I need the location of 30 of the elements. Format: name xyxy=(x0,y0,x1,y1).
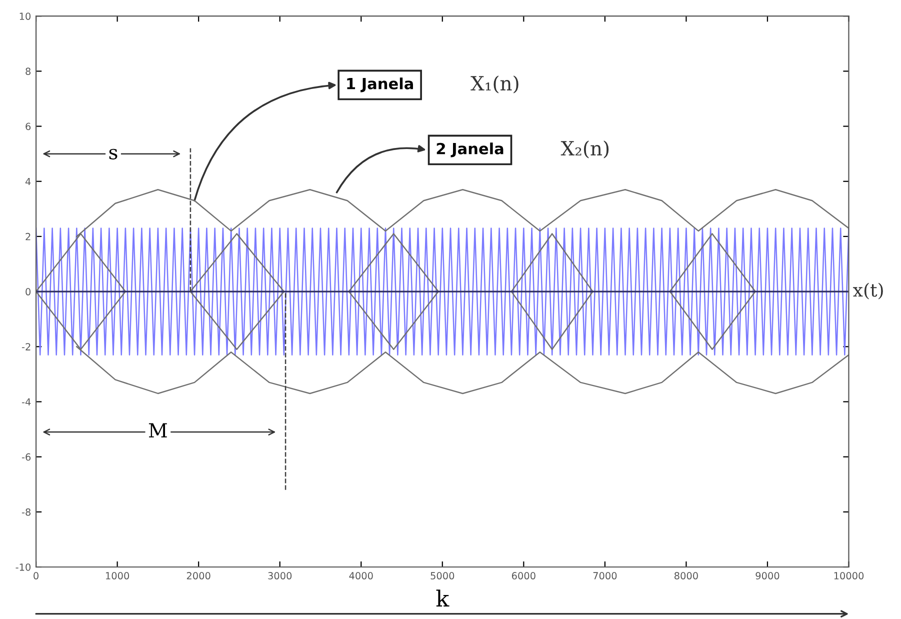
x-tick-label: 4000 xyxy=(349,572,373,580)
annotation: s xyxy=(109,148,118,160)
x-tick-label: 2000 xyxy=(186,572,210,580)
series-label: x(t) xyxy=(853,282,883,300)
y-tick-label: -8 xyxy=(22,508,31,516)
x-tick-label: 0 xyxy=(34,572,38,580)
y-tick-label: 10 xyxy=(20,12,31,20)
x-tick-label: 10000 xyxy=(834,572,864,580)
x-tick-label: 5000 xyxy=(430,572,454,580)
y-tick-label: -2 xyxy=(22,343,30,350)
y-tick-label: 0 xyxy=(26,288,31,296)
annotation: 1 Janela xyxy=(347,78,413,92)
x-tick-label: 3000 xyxy=(268,572,292,580)
annotation: 2 Janela xyxy=(436,142,504,158)
y-tick-label: -4 xyxy=(22,398,31,406)
y-tick-label: 8 xyxy=(26,68,31,76)
annotation: X₂(n) xyxy=(560,140,609,158)
x-tick-label: 1000 xyxy=(106,572,130,580)
y-tick-label: -10 xyxy=(16,563,31,571)
annotation: M xyxy=(148,423,167,438)
y-tick-label: -6 xyxy=(22,453,31,461)
x-tick-label: 9000 xyxy=(756,572,780,580)
annotation: X₁(n) xyxy=(470,76,518,94)
x-axis-title: k xyxy=(436,590,450,606)
x-tick-label: 8000 xyxy=(674,572,698,580)
y-tick-label: 4 xyxy=(25,178,31,186)
y-tick-label: 6 xyxy=(26,122,31,130)
x-tick-label: 7000 xyxy=(593,572,617,580)
y-tick-label: 2 xyxy=(26,232,30,240)
x-tick-label: 6000 xyxy=(512,572,536,580)
